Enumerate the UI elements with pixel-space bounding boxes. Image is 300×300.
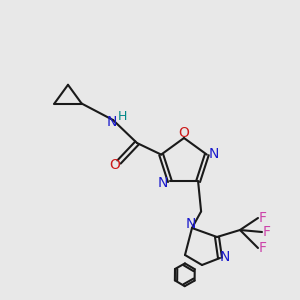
Text: O: O bbox=[178, 126, 189, 140]
Text: O: O bbox=[110, 158, 120, 172]
Text: H: H bbox=[117, 110, 127, 122]
Text: N: N bbox=[158, 176, 168, 190]
Text: N: N bbox=[186, 217, 196, 231]
Text: F: F bbox=[263, 225, 271, 239]
Text: N: N bbox=[107, 115, 117, 129]
Text: F: F bbox=[259, 241, 267, 255]
Text: N: N bbox=[208, 147, 219, 160]
Text: N: N bbox=[220, 250, 230, 264]
Text: F: F bbox=[259, 211, 267, 225]
